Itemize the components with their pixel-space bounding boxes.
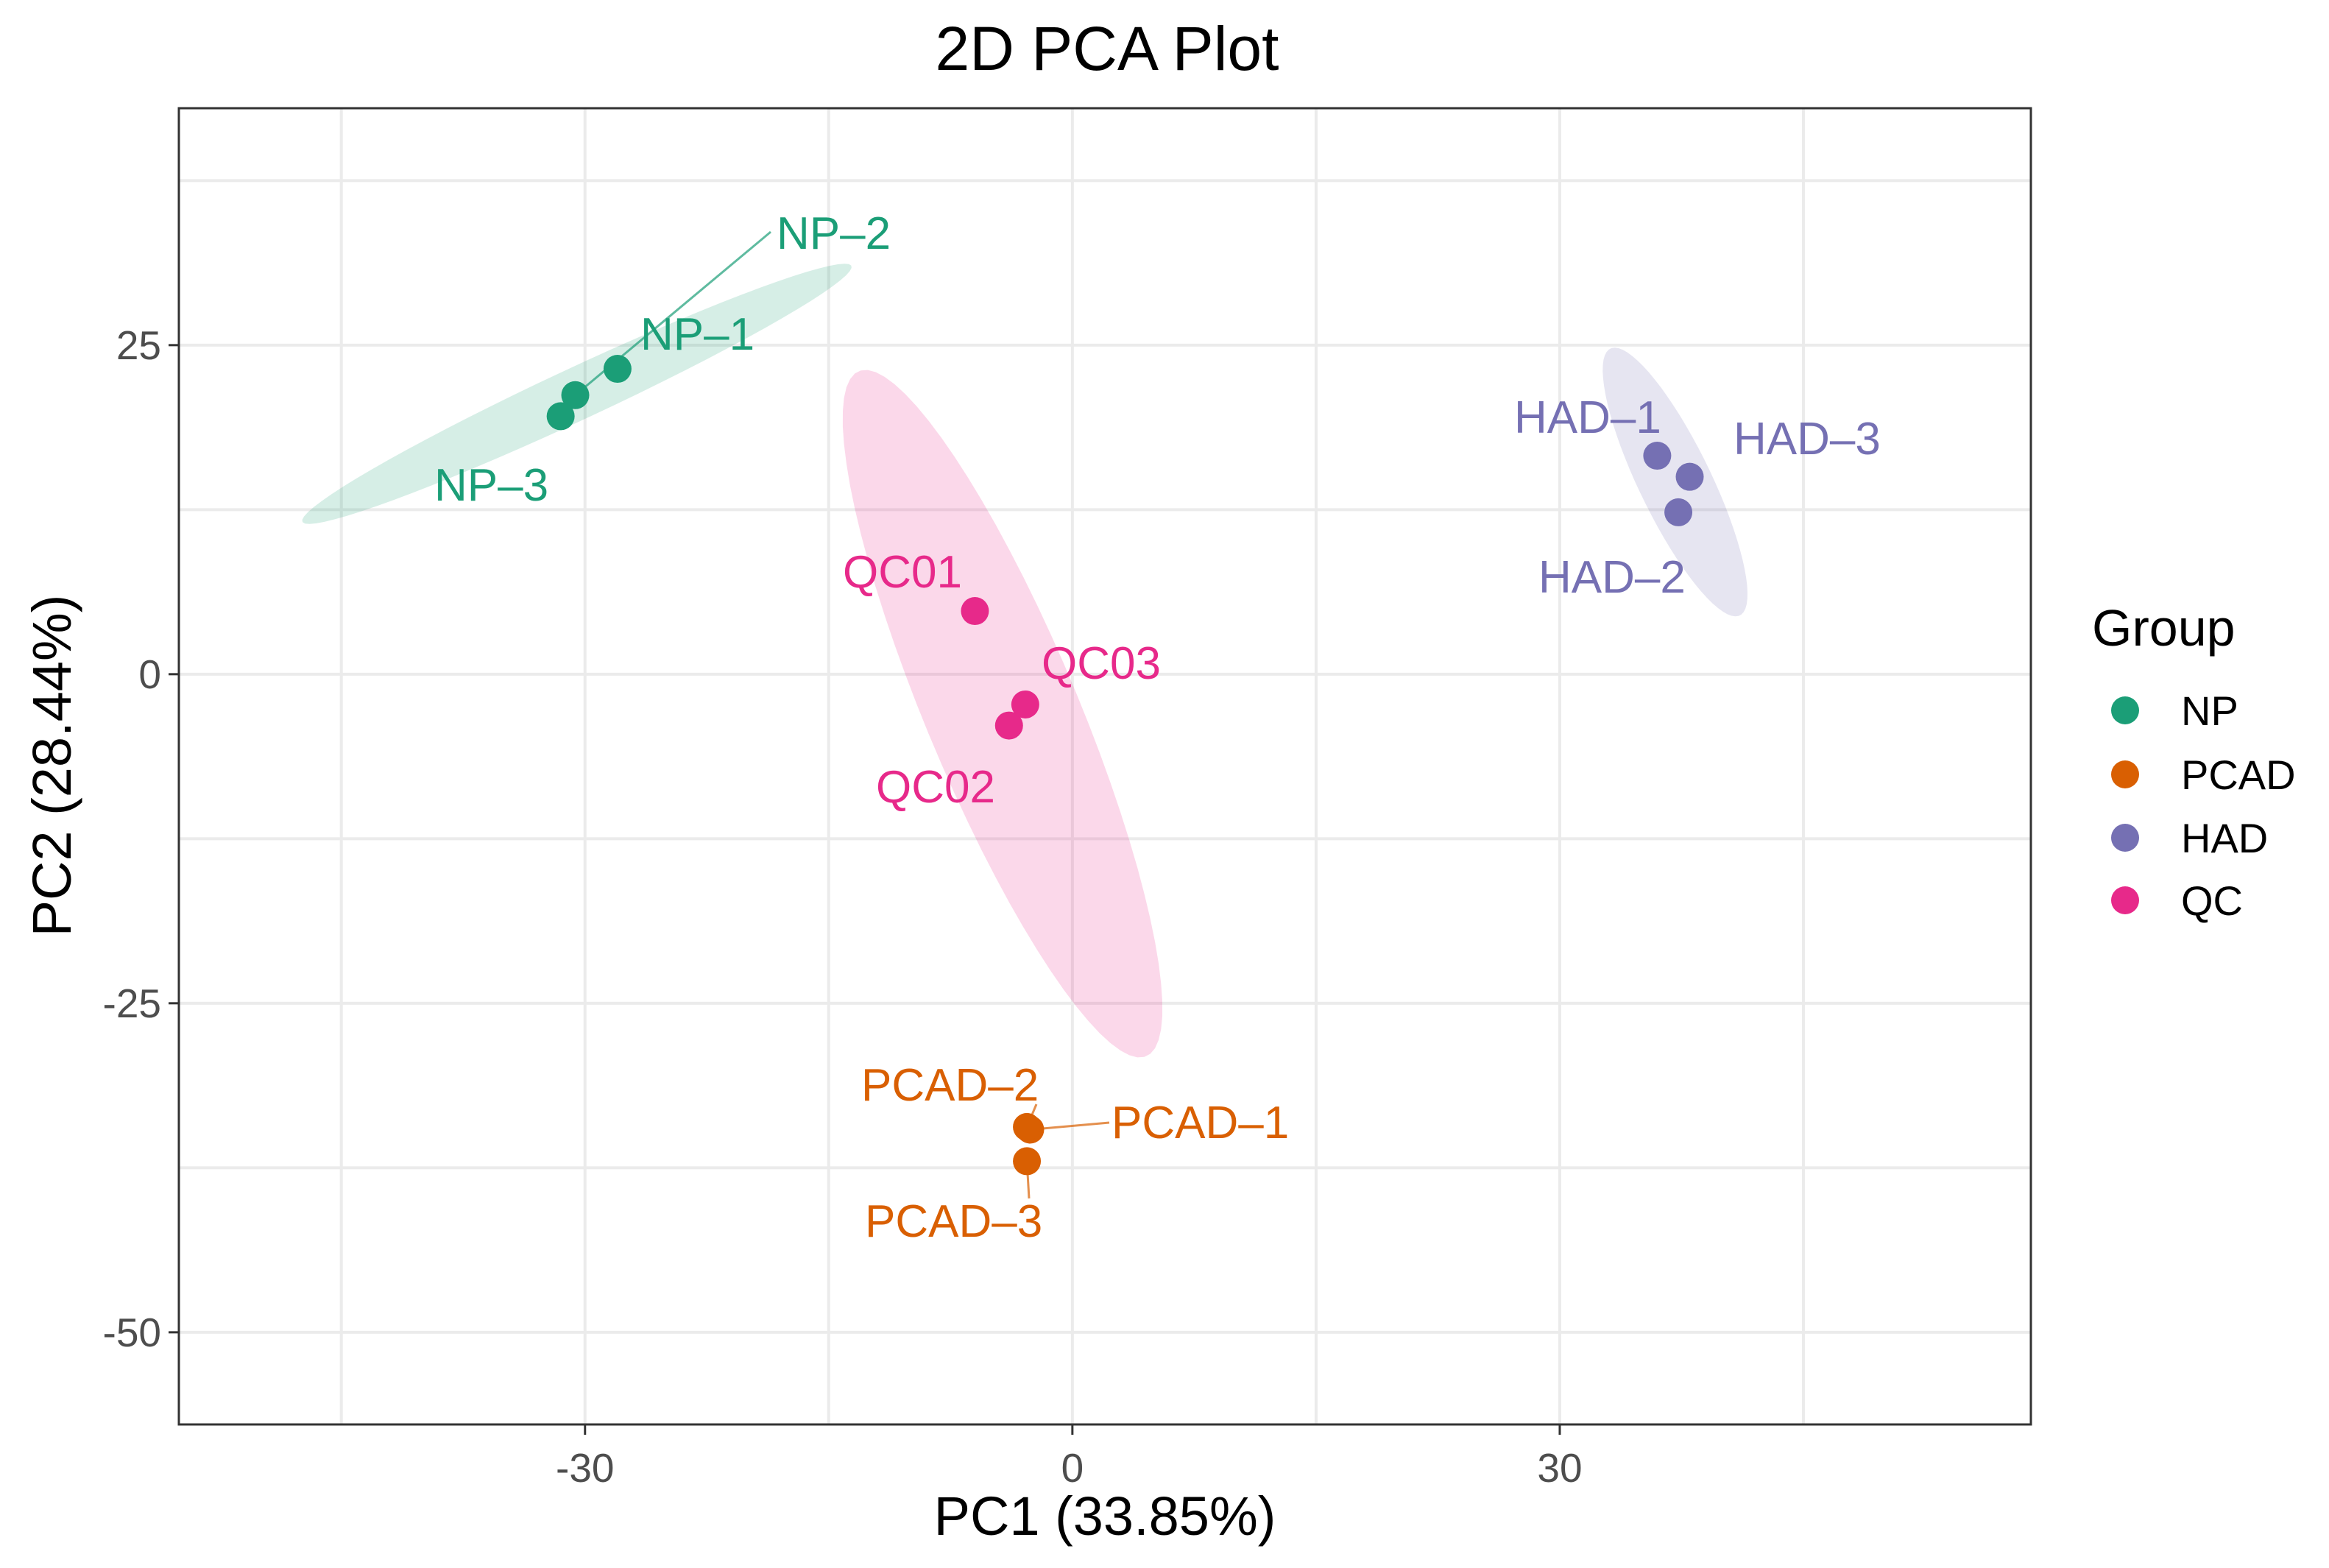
data-point: [1011, 690, 1039, 718]
x-tick-label: 0: [1061, 1445, 1084, 1491]
data-point: [1013, 1147, 1042, 1176]
y-tick-label: 25: [116, 322, 161, 368]
point-label: QC03: [1042, 638, 1161, 689]
plot-panel-border: [177, 107, 2032, 1426]
chart-title: 2D PCA Plot: [936, 14, 1279, 83]
legend-label-pcad: PCAD: [2181, 752, 2296, 798]
y-tick-label: -50: [103, 1310, 162, 1355]
ellipse-layer: [302, 264, 1747, 1058]
point-label: NP–3: [434, 460, 548, 511]
point-layer: [546, 355, 1704, 1176]
axis-tick-layer: -30 0 30 25 0 -25 -50: [103, 322, 1583, 1491]
legend-key-pcad: [2111, 760, 2139, 788]
y-axis-title: PC2 (28.44%): [21, 595, 82, 937]
y-tick-label: -25: [103, 981, 162, 1026]
point-label: QC01: [843, 547, 962, 598]
grid-layer: [179, 108, 2031, 1424]
data-point: [1675, 462, 1704, 491]
point-label: PCAD–2: [861, 1060, 1039, 1111]
point-label: HAD–3: [1734, 414, 1881, 465]
data-point: [1013, 1112, 1042, 1141]
data-point: [961, 597, 989, 626]
point-label: PCAD–1: [1112, 1098, 1289, 1148]
x-tick-label: 30: [1537, 1445, 1582, 1491]
point-label: NP–2: [777, 208, 891, 259]
x-axis-title: PC1 (33.85%): [934, 1486, 1276, 1547]
data-point: [561, 381, 590, 409]
data-point: [1664, 498, 1693, 526]
data-point: [603, 355, 632, 384]
point-label-layer: NP–1 NP–2 NP–3 PCAD–1 PCAD–2 PCAD–3 HAD–1 HAD–2…: [434, 208, 1881, 1247]
legend: Group NP PCAD HAD QC: [2092, 599, 2296, 924]
confidence-ellipse-had: [1602, 347, 1747, 617]
legend-label-qc: QC: [2181, 877, 2243, 924]
legend-key-np: [2111, 696, 2139, 724]
legend-label-np: NP: [2181, 688, 2238, 734]
y-tick-label: 0: [138, 651, 161, 697]
point-label: HAD–1: [1514, 392, 1661, 443]
legend-title: Group: [2092, 599, 2236, 657]
x-tick-label: -30: [556, 1445, 615, 1491]
legend-label-had: HAD: [2181, 815, 2268, 861]
data-point: [1643, 442, 1672, 470]
point-label: HAD–2: [1538, 552, 1686, 603]
point-label: NP–1: [640, 309, 754, 360]
point-label: PCAD–3: [865, 1196, 1042, 1247]
legend-key-qc: [2111, 886, 2139, 914]
legend-key-had: [2111, 824, 2139, 852]
data-point: [994, 711, 1023, 740]
data-point: [546, 402, 575, 431]
point-label: QC02: [876, 762, 995, 813]
